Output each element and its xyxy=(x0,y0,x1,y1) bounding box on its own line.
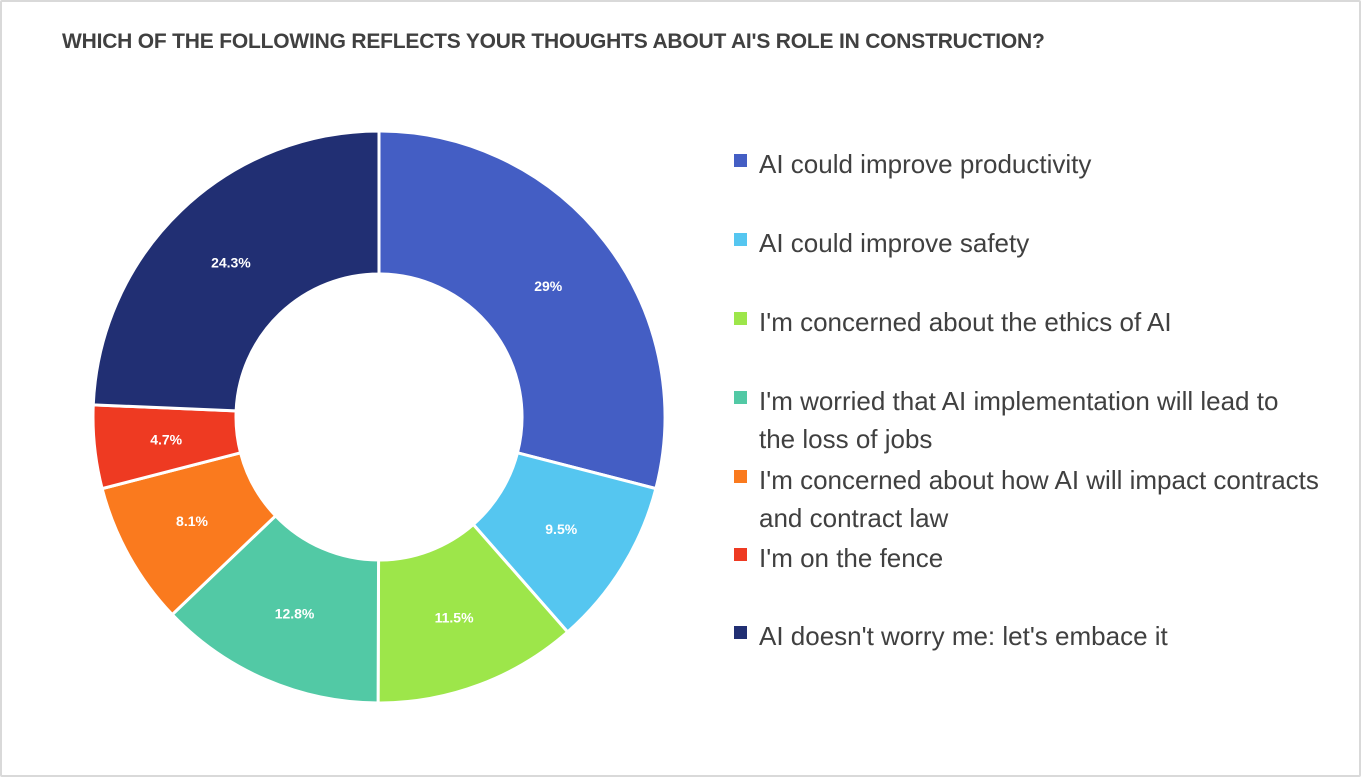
donut-slice xyxy=(91,129,381,413)
donut-slice xyxy=(377,129,667,491)
legend-item: I'm concerned about how AI will impact c… xyxy=(734,461,1319,537)
legend-item: AI doesn't worry me: let's embace it xyxy=(734,617,1319,655)
data-label: 8.1% xyxy=(176,513,208,529)
data-label: 9.5% xyxy=(545,521,577,537)
legend-label: AI could improve productivity xyxy=(759,149,1092,179)
legend-swatch-icon xyxy=(734,391,747,404)
data-label: 24.3% xyxy=(211,255,251,271)
legend-label: I'm concerned about how AI will impact c… xyxy=(759,465,1319,533)
legend-swatch-icon xyxy=(734,548,747,561)
legend-swatch-icon xyxy=(734,233,747,246)
legend-label: AI could improve safety xyxy=(759,228,1030,258)
legend-swatch-icon xyxy=(734,470,747,483)
legend-item: AI could improve safety xyxy=(734,224,1319,262)
legend-item: I'm worried that AI implementation will … xyxy=(734,382,1319,458)
legend-label: I'm concerned about the ethics of AI xyxy=(759,307,1172,337)
data-label: 4.7% xyxy=(150,432,182,448)
data-label: 11.5% xyxy=(435,609,474,625)
legend-label: I'm worried that AI implementation will … xyxy=(759,386,1279,454)
legend-label: AI doesn't worry me: let's embace it xyxy=(759,621,1168,651)
chart-title: WHICH OF THE FOLLOWING REFLECTS YOUR THO… xyxy=(62,30,1045,53)
legend-item: I'm concerned about the ethics of AI xyxy=(734,303,1319,341)
donut-slice xyxy=(170,513,381,705)
data-label: 12.8% xyxy=(275,606,315,622)
legend-swatch-icon xyxy=(734,154,747,167)
legend-item: AI could improve productivity xyxy=(734,145,1319,183)
legend-swatch-icon xyxy=(734,312,747,325)
legend-label: I'm on the fence xyxy=(759,543,944,573)
legend-swatch-icon xyxy=(734,626,747,639)
donut-chart: 29% 9.5% 11.5% 12.8% 8.1% 4.7% 24.3% xyxy=(91,129,667,705)
legend-item: I'm on the fence xyxy=(734,539,1319,577)
data-label: 29% xyxy=(534,278,563,294)
